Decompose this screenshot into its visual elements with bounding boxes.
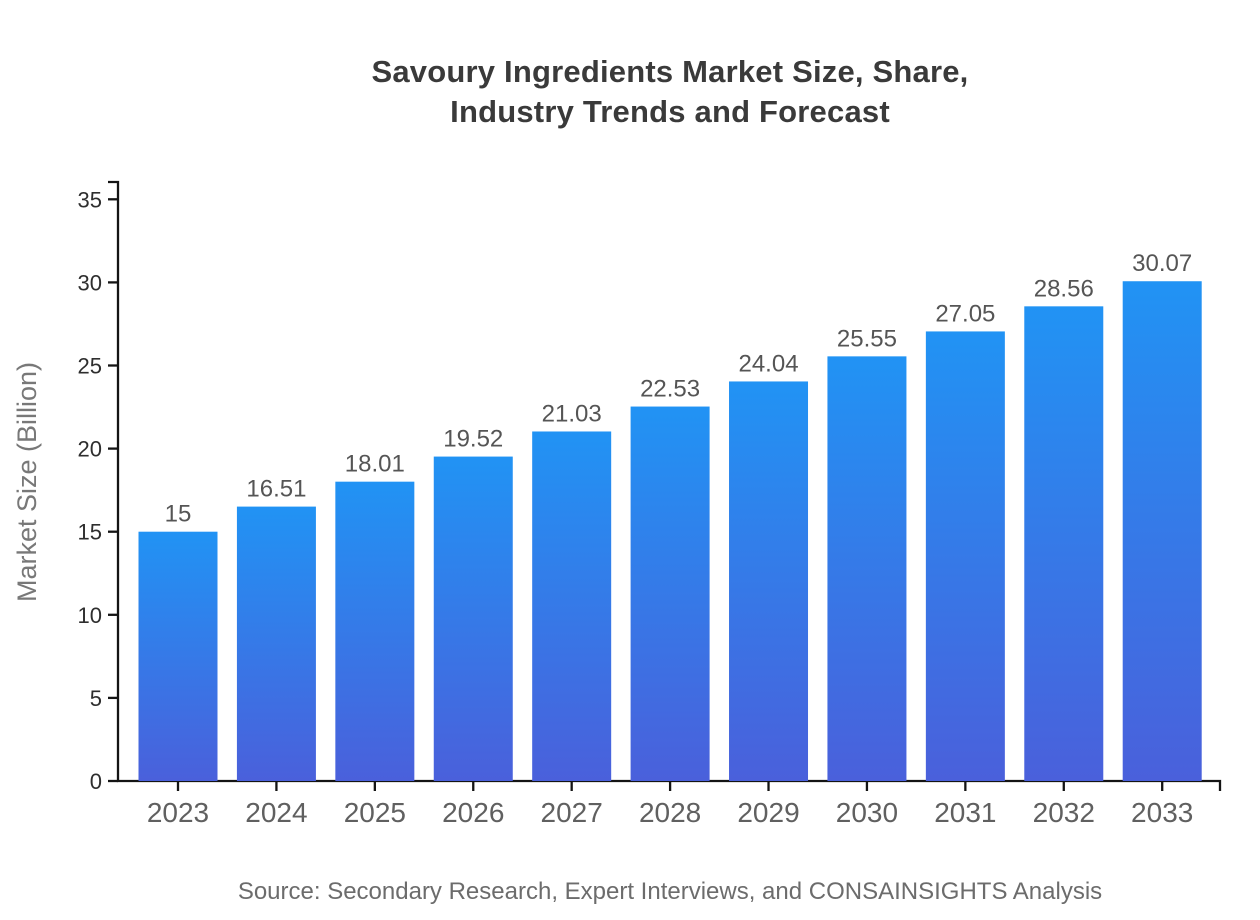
value-label: 19.52 (443, 426, 503, 453)
x-tick-label: 2025 (344, 797, 406, 828)
value-label: 18.01 (345, 451, 405, 478)
x-tick-label: 2027 (541, 797, 603, 828)
bar-2032 (1024, 306, 1104, 781)
bar-2030 (827, 356, 907, 781)
value-label: 16.51 (246, 476, 306, 503)
bar-2024 (236, 506, 316, 781)
bar-2033 (1122, 281, 1202, 781)
value-label: 15 (165, 501, 192, 528)
bar-2029 (729, 381, 809, 781)
value-label: 30.07 (1132, 250, 1192, 277)
y-axis-title: Market Size (Billion) (12, 362, 42, 602)
chart-title: Savoury Ingredients Market Size, Share, … (80, 52, 1260, 132)
value-label: 22.53 (640, 376, 700, 403)
y-tick-label: 25 (78, 354, 102, 379)
x-tick-label: 2028 (639, 797, 701, 828)
value-label: 27.05 (935, 300, 995, 327)
x-tick-label: 2024 (245, 797, 307, 828)
y-tick-label: 10 (78, 603, 102, 628)
x-tick-label: 2026 (442, 797, 504, 828)
value-label: 28.56 (1034, 275, 1094, 302)
bar-2027 (532, 431, 612, 781)
y-tick-label: 30 (78, 270, 102, 295)
y-tick-label: 5 (90, 686, 102, 711)
value-label: 25.55 (837, 325, 897, 352)
x-tick-label: 2031 (934, 797, 996, 828)
bar-2028 (630, 406, 710, 781)
bar-2031 (925, 331, 1005, 781)
y-tick-label: 15 (78, 520, 102, 545)
value-label: 24.04 (738, 350, 798, 377)
bar-2023 (138, 531, 218, 781)
bar-2026 (433, 456, 513, 781)
bar-2025 (335, 481, 415, 781)
x-tick-label: 2023 (147, 797, 209, 828)
x-tick-label: 2032 (1033, 797, 1095, 828)
y-tick-label: 35 (78, 187, 102, 212)
y-tick-label: 20 (78, 437, 102, 462)
source-note: Source: Secondary Research, Expert Inter… (237, 878, 1103, 905)
x-tick-label: 2030 (836, 797, 898, 828)
chart-title-line2: Industry Trends and Forecast (450, 94, 890, 129)
value-label: 21.03 (542, 400, 602, 427)
x-tick-label: 2033 (1131, 797, 1193, 828)
chart-title-line1: Savoury Ingredients Market Size, Share, (371, 54, 969, 89)
x-tick-label: 2029 (737, 797, 799, 828)
y-tick-label: 0 (90, 769, 102, 794)
